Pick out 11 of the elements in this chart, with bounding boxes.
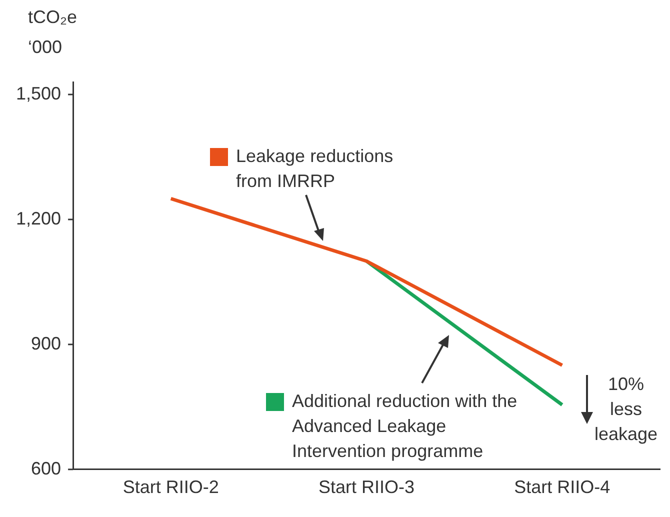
y-tick-label: 900 bbox=[30, 333, 62, 354]
y-tick-label: 1,200 bbox=[16, 208, 62, 228]
x-tick-label: Start RIIO-2 bbox=[122, 477, 219, 498]
y-tick-label: 1,500 bbox=[16, 83, 62, 104]
annotation: 10% less leakage bbox=[594, 374, 658, 444]
x-tick-label: Start RIIO-4 bbox=[514, 477, 610, 498]
legend-label: Additional reduction with the Advanced Leakage Intervention programme bbox=[292, 390, 518, 461]
legend-label: Leakage reductions from IMRRP bbox=[236, 146, 394, 191]
y-tick-label: 600 bbox=[30, 458, 62, 478]
y-axis-title: tCO₂e ‘000 bbox=[28, 6, 77, 57]
x-tick-label: Start RIIO-3 bbox=[318, 477, 415, 498]
